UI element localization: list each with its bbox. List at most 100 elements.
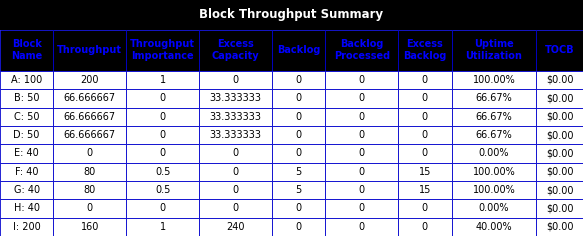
Bar [0, 0, 583, 30]
Bar [0, 30, 54, 71]
Bar [536, 89, 583, 108]
Bar [272, 199, 325, 218]
Bar [452, 144, 536, 163]
Text: Backlog: Backlog [277, 45, 320, 55]
Text: 0: 0 [160, 112, 166, 122]
Bar [199, 163, 272, 181]
Text: F: 40: F: 40 [15, 167, 38, 177]
Text: Uptime
Utilization: Uptime Utilization [465, 39, 522, 61]
Bar [452, 71, 536, 89]
Text: 80: 80 [84, 167, 96, 177]
Text: 33.333333: 33.333333 [209, 112, 262, 122]
Text: 0: 0 [422, 222, 428, 232]
Text: $0.00: $0.00 [546, 130, 573, 140]
Text: 0: 0 [233, 75, 238, 85]
Text: 66.666667: 66.666667 [64, 112, 116, 122]
Bar [536, 144, 583, 163]
Text: 0: 0 [233, 185, 238, 195]
Bar [199, 108, 272, 126]
Bar [127, 199, 199, 218]
Bar [0, 181, 54, 199]
Text: 0: 0 [422, 112, 428, 122]
Bar [325, 199, 398, 218]
Text: 0: 0 [87, 203, 93, 214]
Text: 0: 0 [87, 148, 93, 158]
Bar [272, 71, 325, 89]
Bar [0, 163, 54, 181]
Bar [199, 71, 272, 89]
Text: 200: 200 [80, 75, 99, 85]
Bar [325, 89, 398, 108]
Text: Throughput: Throughput [57, 45, 122, 55]
Bar [54, 126, 127, 144]
Bar [398, 30, 452, 71]
Bar [398, 89, 452, 108]
Bar [54, 144, 127, 163]
Bar [398, 126, 452, 144]
Text: 0: 0 [296, 222, 302, 232]
Bar [0, 108, 54, 126]
Text: 66.666667: 66.666667 [64, 130, 116, 140]
Text: 15: 15 [419, 185, 431, 195]
Bar [272, 126, 325, 144]
Bar [54, 199, 127, 218]
Text: 0: 0 [359, 167, 365, 177]
Text: G: 40: G: 40 [13, 185, 40, 195]
Bar [325, 108, 398, 126]
Text: 0: 0 [160, 130, 166, 140]
Bar [54, 181, 127, 199]
Text: 0: 0 [422, 93, 428, 103]
Bar [452, 163, 536, 181]
Text: Throughput
Importance: Throughput Importance [130, 39, 195, 61]
Bar [272, 108, 325, 126]
Bar [0, 89, 54, 108]
Bar [398, 144, 452, 163]
Bar [127, 89, 199, 108]
Bar [199, 199, 272, 218]
Text: 0: 0 [296, 75, 302, 85]
Bar [452, 126, 536, 144]
Text: 40.00%: 40.00% [476, 222, 512, 232]
Bar [536, 71, 583, 89]
Bar [0, 144, 54, 163]
Bar [325, 126, 398, 144]
Bar [452, 108, 536, 126]
Text: 66.666667: 66.666667 [64, 93, 116, 103]
Text: 0: 0 [422, 148, 428, 158]
Text: 1: 1 [160, 222, 166, 232]
Bar [325, 30, 398, 71]
Text: 0: 0 [296, 93, 302, 103]
Text: 0: 0 [233, 203, 238, 214]
Bar [452, 218, 536, 236]
Bar [536, 163, 583, 181]
Text: 33.333333: 33.333333 [209, 130, 262, 140]
Bar [536, 199, 583, 218]
Text: 0: 0 [160, 93, 166, 103]
Bar [325, 71, 398, 89]
Bar [452, 181, 536, 199]
Bar [127, 71, 199, 89]
Text: 0: 0 [296, 203, 302, 214]
Bar [127, 126, 199, 144]
Text: Backlog
Processed: Backlog Processed [333, 39, 390, 61]
Text: 5: 5 [296, 167, 302, 177]
Bar [398, 181, 452, 199]
Bar [127, 108, 199, 126]
Bar [536, 108, 583, 126]
Bar [0, 71, 54, 89]
Text: Block
Name: Block Name [11, 39, 43, 61]
Text: H: 40: H: 40 [13, 203, 40, 214]
Text: 100.00%: 100.00% [472, 167, 515, 177]
Bar [536, 218, 583, 236]
Text: 0: 0 [233, 148, 238, 158]
Text: 0: 0 [296, 130, 302, 140]
Text: 0: 0 [160, 148, 166, 158]
Text: 0: 0 [422, 130, 428, 140]
Text: $0.00: $0.00 [546, 185, 573, 195]
Bar [199, 144, 272, 163]
Bar [398, 218, 452, 236]
Bar [272, 163, 325, 181]
Text: 0: 0 [296, 148, 302, 158]
Bar [199, 89, 272, 108]
Bar [199, 126, 272, 144]
